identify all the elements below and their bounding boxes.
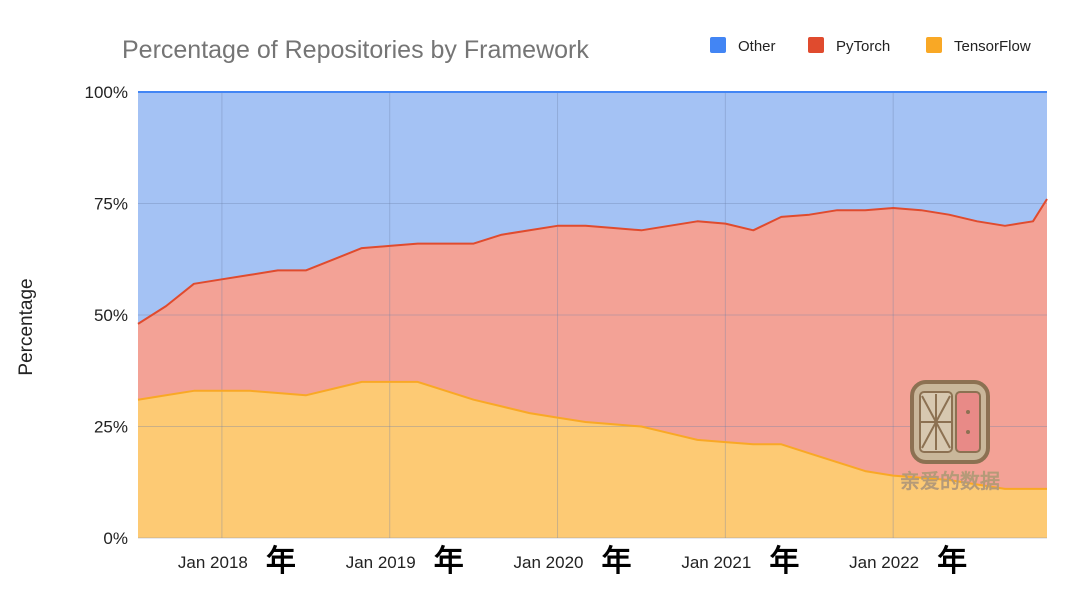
x-tick-suffix: 年 [937, 545, 967, 578]
x-tick-label: Jan 2021 [681, 553, 751, 572]
y-tick-label: 25% [94, 418, 128, 437]
watermark-text: 亲爱的数据 [900, 469, 1000, 493]
watermark: 亲爱的数据 [900, 380, 1000, 493]
x-tick-suffix: 年 [602, 545, 632, 578]
y-tick-label: 75% [94, 195, 128, 214]
fan-window-logo-icon [910, 380, 990, 464]
legend-swatch-tensorflow [926, 37, 942, 53]
x-tick-label: Jan 2018 [178, 553, 248, 572]
x-tick-suffix: 年 [434, 545, 464, 578]
plot-area: 0% 25% 50% 75% 100% Jan 2018 年 Jan 2019 年 Jan 202… [85, 83, 1048, 578]
x-tick-label: Jan 2020 [514, 553, 584, 572]
y-tick-label: 50% [94, 306, 128, 325]
y-axis-label: Percentage [16, 278, 37, 375]
area-other [138, 92, 1047, 324]
area-tensorflow [138, 381, 1047, 538]
y-tick-label: 100% [85, 83, 128, 102]
chart-title: Percentage of Repositories by Framework [122, 36, 589, 64]
line-pytorch [137, 198, 1048, 325]
x-tick-label: Jan 2019 [346, 553, 416, 572]
legend-swatch-other [710, 37, 726, 53]
legend: Other PyTorch TensorFlow [710, 37, 1031, 55]
legend-label-pytorch: PyTorch [836, 38, 890, 55]
area-pytorch [138, 199, 1047, 489]
legend-label-other: Other [738, 38, 776, 55]
legend-swatch-pytorch [808, 37, 824, 53]
x-tick-suffix: 年 [769, 545, 799, 578]
line-tensorflow [137, 380, 1047, 490]
x-tick-label: Jan 2022 [849, 553, 919, 572]
y-tick-label: 0% [103, 529, 128, 548]
x-tick-suffix: 年 [266, 545, 296, 578]
legend-label-tensorflow: TensorFlow [954, 38, 1031, 55]
